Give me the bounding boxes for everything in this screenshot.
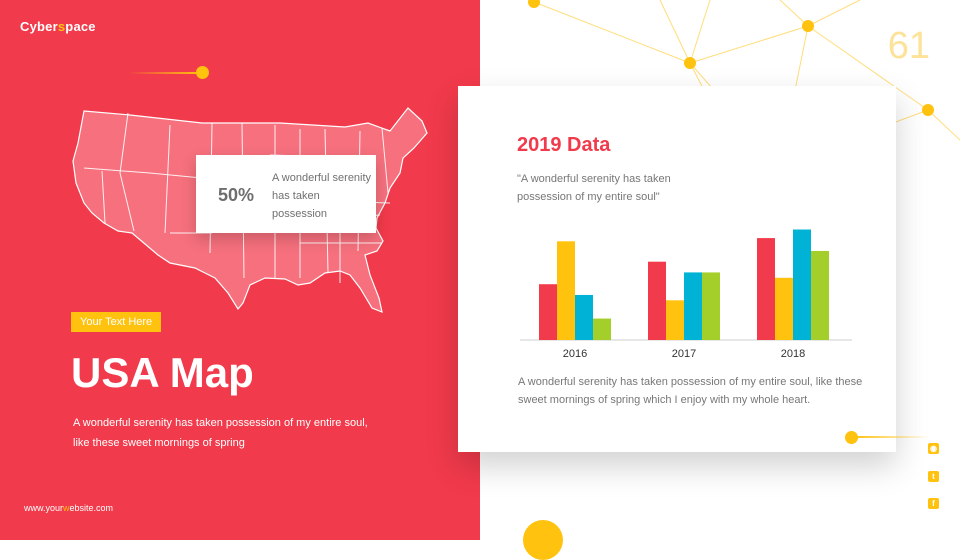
bar-2018-series-2 [775, 277, 793, 340]
bar-chart: 2016 2017 2018 [520, 229, 852, 360]
bar-2018-series-1 [757, 238, 775, 340]
bar-2016-series-3 [575, 294, 593, 340]
text-tag: Your Text Here [71, 312, 162, 332]
facebook-icon[interactable]: f [928, 498, 939, 509]
rss-icon[interactable]: ◉ [928, 443, 939, 454]
callout-value: 50% [218, 185, 255, 205]
bar-2017-series-4 [702, 272, 720, 340]
bar-2017-series-1 [648, 261, 666, 340]
x-tick-label: 2018 [781, 348, 805, 360]
bar-2018-series-4 [811, 250, 829, 340]
data-card: 2019 Data "A wonderful serenity has take… [458, 86, 896, 452]
decorative-line-right [854, 436, 930, 438]
bar-2017-series-3 [684, 272, 702, 340]
brand-suffix: pace [65, 19, 96, 34]
slide-title: USA Map [71, 349, 254, 396]
bar-2017-series-2 [666, 300, 684, 340]
map-callout: 50% A wonderful serenity has taken posse… [196, 155, 376, 233]
decorative-circle [523, 520, 563, 560]
brand-logo[interactable]: Cyberspace [20, 19, 96, 34]
left-panel: Cyberspace 50% A wonderful serenity has … [0, 0, 480, 540]
website-prefix: www.your [24, 503, 64, 513]
x-tick-label: 2017 [672, 348, 696, 360]
page-number: 61 [887, 25, 930, 67]
decorative-line [128, 72, 200, 74]
callout-text: A wonderful serenity has taken possessio… [272, 172, 372, 220]
website-suffix: ebsite.com [69, 503, 114, 513]
bar-2016-series-4 [593, 318, 611, 340]
brand-prefix: Cyber [20, 19, 58, 34]
slide-description: A wonderful serenity has taken possessio… [73, 417, 368, 449]
x-tick-label: 2016 [563, 348, 587, 360]
brand-accent: s [57, 19, 66, 34]
website-link[interactable]: www.yourwebsite.com [24, 503, 113, 513]
bar-2016-series-1 [539, 284, 557, 340]
card-title: 2019 Data [517, 134, 611, 156]
bar-2016-series-2 [557, 241, 575, 340]
card-quote: "A wonderful serenity has taken possessi… [517, 173, 671, 203]
decorative-dot-right [845, 431, 858, 444]
card-description: A wonderful serenity has taken possessio… [518, 376, 863, 406]
website-accent: w [63, 503, 70, 513]
twitter-icon[interactable]: t [928, 471, 939, 482]
bar-2018-series-3 [793, 229, 811, 340]
decorative-dot [196, 66, 209, 79]
